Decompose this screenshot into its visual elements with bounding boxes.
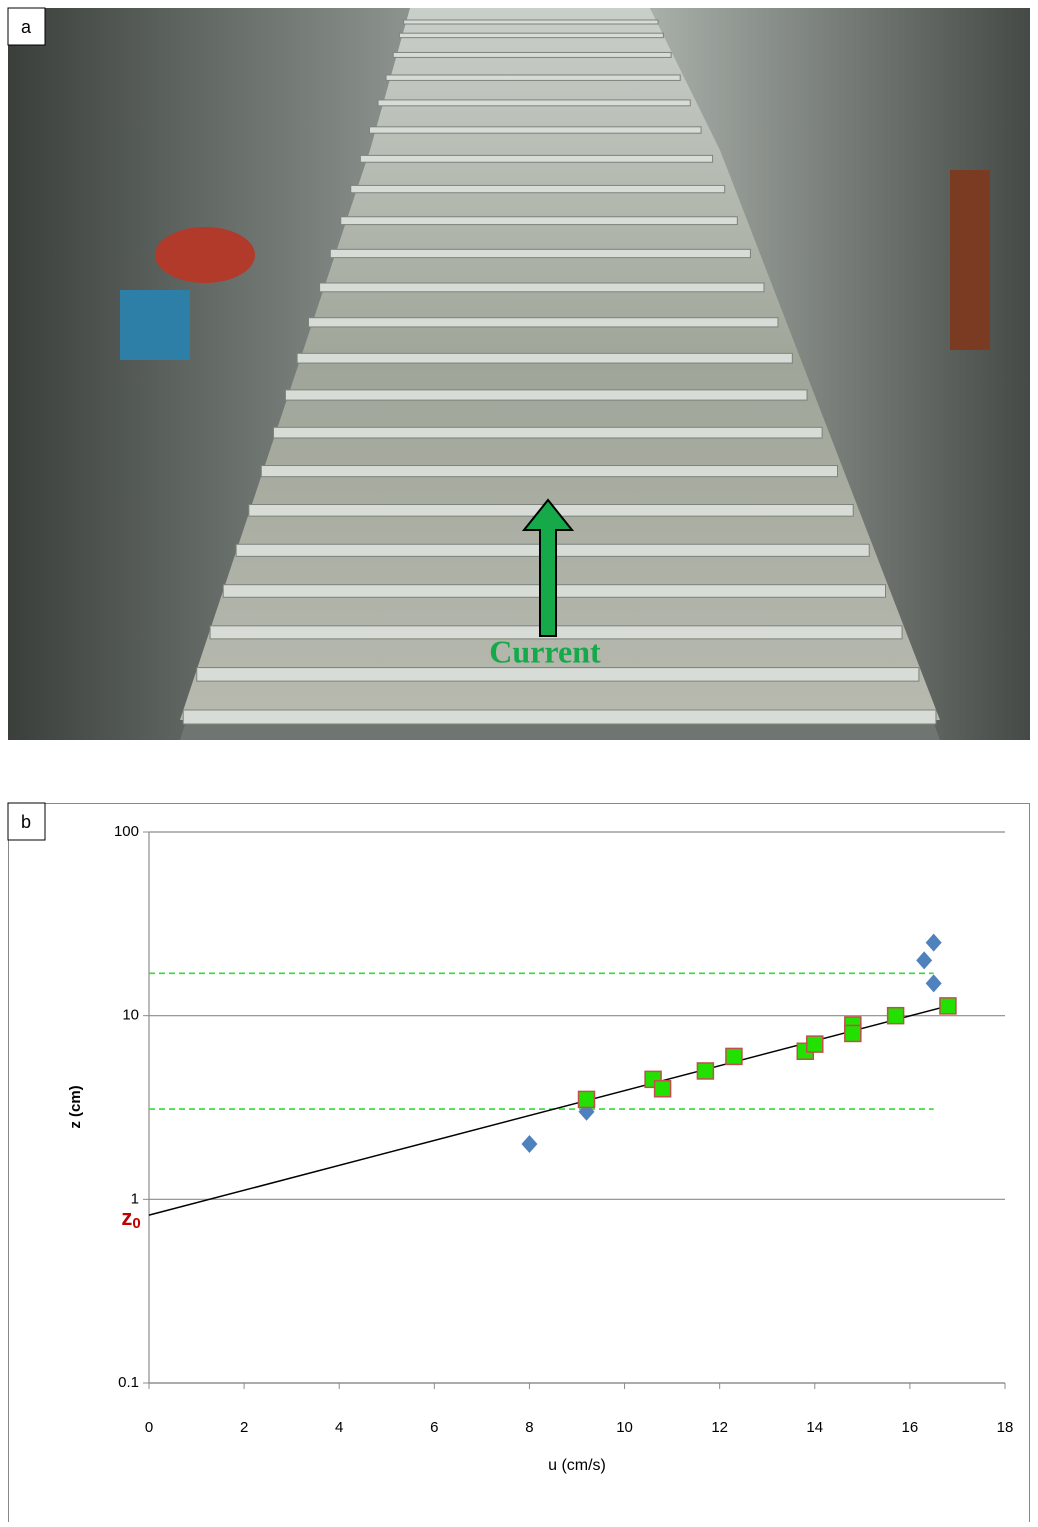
slat bbox=[398, 32, 664, 39]
x-axis-label: u (cm/s) bbox=[548, 1457, 606, 1474]
current-label: Current bbox=[489, 633, 601, 669]
x-tick-label: 10 bbox=[616, 1419, 633, 1436]
slat bbox=[340, 216, 738, 226]
slat bbox=[196, 667, 920, 682]
slat bbox=[308, 317, 779, 328]
square-point bbox=[696, 1062, 715, 1080]
x-tick-label: 12 bbox=[711, 1419, 728, 1436]
diamond-point bbox=[925, 933, 942, 952]
current-arrow bbox=[521, 498, 575, 637]
x-tick-label: 14 bbox=[806, 1419, 823, 1436]
slat bbox=[296, 352, 793, 364]
diamond-point bbox=[916, 951, 933, 970]
x-tick-label: 16 bbox=[902, 1419, 919, 1436]
blue-object bbox=[120, 290, 190, 360]
x-tick-label: 18 bbox=[997, 1419, 1014, 1436]
left-wall bbox=[8, 8, 410, 740]
z0-annotation: z0 bbox=[121, 1205, 140, 1232]
slat bbox=[350, 184, 726, 194]
panel-label-box bbox=[7, 802, 46, 841]
slat bbox=[392, 51, 672, 58]
y-tick-label: 0.1 bbox=[118, 1374, 139, 1391]
z0-subscript: 0 bbox=[132, 1215, 140, 1232]
square-point bbox=[939, 997, 957, 1015]
square-point bbox=[653, 1080, 672, 1098]
y-axis-label: z (cm) bbox=[67, 1085, 84, 1128]
right-wall bbox=[650, 8, 1030, 740]
y-tick-label: 100 bbox=[114, 823, 139, 840]
photo: Current a bbox=[7, 7, 1030, 740]
x-tick-label: 0 bbox=[145, 1419, 153, 1436]
square-point bbox=[577, 1090, 596, 1109]
chart: b u (cm/s) z (cm) 0.1 1 10 100 0 2 4 6 8 10 12 14 16… bbox=[7, 802, 1030, 1527]
slat bbox=[272, 426, 823, 439]
square-point bbox=[806, 1035, 824, 1053]
red-object bbox=[155, 227, 255, 283]
x-tick-label: 6 bbox=[430, 1419, 438, 1436]
square-point bbox=[844, 1024, 862, 1043]
slat bbox=[403, 19, 659, 25]
slat bbox=[359, 154, 714, 163]
slat bbox=[182, 709, 937, 725]
square-point bbox=[886, 1006, 905, 1025]
slat bbox=[385, 74, 681, 81]
chart-frame bbox=[8, 803, 1030, 1527]
slat bbox=[329, 248, 751, 259]
panel-label-box bbox=[7, 7, 46, 46]
square-point bbox=[725, 1047, 743, 1066]
panel-label: b bbox=[21, 812, 31, 832]
slat bbox=[319, 282, 765, 293]
x-tick-label: 2 bbox=[240, 1419, 248, 1436]
slat bbox=[260, 465, 839, 478]
panel-label: a bbox=[21, 17, 32, 37]
y-tick-label: 1 bbox=[131, 1190, 139, 1207]
diamond-point bbox=[521, 1135, 538, 1154]
x-tick-label: 8 bbox=[525, 1419, 533, 1436]
red-post bbox=[950, 170, 990, 350]
x-tick-label: 4 bbox=[335, 1419, 343, 1436]
slat bbox=[284, 389, 808, 401]
slat bbox=[368, 126, 702, 134]
y-tick-label: 10 bbox=[122, 1007, 139, 1024]
slat bbox=[377, 99, 691, 107]
z0-symbol: z bbox=[121, 1205, 132, 1230]
diamond-point bbox=[925, 974, 942, 993]
